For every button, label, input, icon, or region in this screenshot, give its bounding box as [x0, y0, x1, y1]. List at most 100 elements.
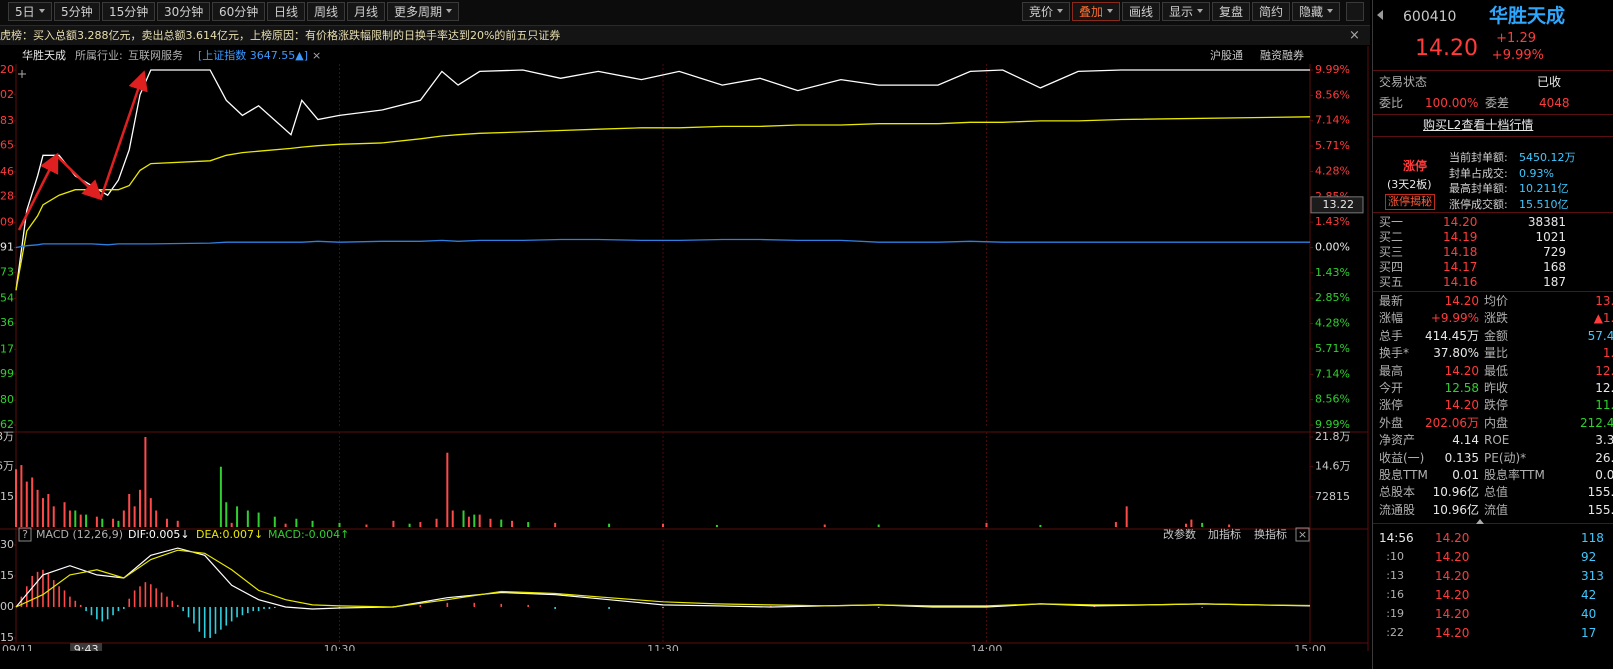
tick-volume: 92 — [1581, 550, 1597, 564]
tick-time: 14:56 — [1379, 531, 1414, 545]
tick-time: :19 — [1386, 607, 1404, 620]
stat-value: 10.96亿 — [1432, 485, 1479, 500]
period-button[interactable]: 月线 — [347, 2, 386, 21]
volume-bar — [273, 516, 276, 527]
tool-button[interactable]: 画线 — [1122, 2, 1161, 21]
bid-label: 买二 — [1379, 230, 1404, 244]
period-button[interactable]: 30分钟 — [157, 2, 211, 21]
y2-tick-label: 1.43% — [1315, 215, 1350, 228]
volume-bar — [408, 523, 411, 527]
bid-price: 14.17 — [1443, 260, 1478, 274]
volume-bar — [144, 437, 147, 527]
stock-name: 华胜天成 — [1489, 5, 1566, 27]
volume-bar — [877, 524, 880, 527]
stat-value: 12.58 — [1444, 381, 1479, 395]
stat-value: ▲1.2 — [1593, 311, 1613, 326]
stat-value: 12.5 — [1595, 363, 1613, 378]
stat-label: 均价 — [1484, 294, 1509, 308]
y-tick-label: 12.54 — [0, 291, 14, 304]
volume-bar — [365, 524, 368, 527]
volume-bar — [311, 520, 314, 527]
fullscreen-icon[interactable] — [1346, 2, 1364, 21]
y-tick-label: 72815 — [0, 490, 14, 503]
volume-bar — [36, 489, 39, 527]
indicator-close — [1295, 527, 1310, 542]
volume-bar — [128, 493, 131, 527]
tool-button[interactable]: 复盘 — [1212, 2, 1251, 21]
y-tick-label: 13.46 — [0, 165, 14, 178]
limit-up-button[interactable]: 涨停揭秘 — [1385, 194, 1435, 210]
y-tick-label: 14.6万 — [0, 460, 14, 473]
background — [0, 0, 1370, 651]
stat-label: 净资产 — [1379, 433, 1416, 448]
period-button[interactable]: 5分钟 — [54, 2, 100, 21]
y-tick-label: 12.36 — [0, 316, 14, 329]
volume-bar — [284, 523, 287, 527]
stock-code: 600410 — [1403, 9, 1457, 25]
help-icon-text: ? — [22, 528, 28, 541]
industry-label: 所属行业: — [75, 49, 123, 62]
period-button[interactable]: 日线 — [267, 2, 306, 21]
stat-value: 0.05 — [1595, 468, 1613, 482]
price-change-pct: +9.99% — [1491, 48, 1544, 63]
y2-tick-label: 4.28% — [1315, 317, 1350, 330]
period-button[interactable]: 更多周期 — [387, 2, 460, 21]
limit-up-label: 当前封单额: — [1449, 151, 1508, 164]
volume-bar — [295, 518, 298, 527]
indicator-value: MACD:-0.004↑ — [268, 528, 349, 541]
stat-label: PE(动)* — [1484, 450, 1527, 465]
tool-button[interactable]: 显示 — [1162, 2, 1211, 21]
y-tick-label: 13.28 — [0, 190, 14, 203]
stat-label: 涨幅 — [1379, 311, 1404, 326]
period-button[interactable]: 15分钟 — [102, 2, 156, 21]
stat-value: 4.14 — [1452, 433, 1479, 448]
stat-value: 14.20 — [1444, 294, 1479, 308]
volume-bar — [392, 520, 395, 527]
tick-volume: 118 — [1581, 531, 1604, 545]
y2-tick-label: 7.14% — [1315, 367, 1350, 380]
y-tick-label: 13.09 — [0, 216, 14, 229]
close-overlay: × — [312, 49, 321, 62]
stat-label: 收益(一) — [1379, 450, 1425, 465]
stat-label: 总手 — [1379, 328, 1404, 343]
stat-label: 金额 — [1484, 328, 1509, 343]
period-button[interactable]: 周线 — [307, 2, 346, 21]
volume-bar — [63, 502, 66, 527]
x-tick-label: 09/11 — [2, 643, 34, 651]
tool-button[interactable]: 叠加 — [1072, 2, 1121, 21]
stat-label: 最新 — [1379, 294, 1404, 308]
limit-up-title: 涨停 — [1403, 159, 1428, 173]
bid-label: 买四 — [1379, 260, 1404, 274]
stat-value: 10.96亿 — [1432, 502, 1479, 517]
tick-price: 14.20 — [1435, 626, 1470, 640]
status-label: 交易状态 — [1379, 75, 1428, 89]
tool-button[interactable]: 竞价 — [1022, 2, 1071, 21]
volume-bar — [101, 518, 104, 527]
y-tick-label: 11.99 — [0, 367, 14, 380]
stat-label: 内盘 — [1484, 415, 1509, 430]
volume-bar — [985, 522, 988, 527]
tick-volume: 42 — [1581, 588, 1597, 602]
tool-button[interactable]: 隐藏 — [1292, 2, 1341, 21]
y2-tick-label: 8.56% — [1315, 88, 1350, 101]
tool-button[interactable]: 简约 — [1252, 2, 1291, 21]
stat-value: 37.80% — [1433, 346, 1479, 361]
y-tick-label: 12.73 — [0, 265, 14, 278]
volume-bar — [451, 510, 454, 527]
scroll-arrow[interactable] — [1476, 519, 1484, 524]
period-button[interactable]: 60分钟 — [212, 2, 266, 21]
volume-bar — [1190, 519, 1193, 527]
close-button[interactable]: × — [1349, 28, 1360, 43]
limit-up-label: 涨停成交额: — [1449, 197, 1508, 211]
volume-bar — [1114, 522, 1117, 527]
period-button[interactable]: 5日 — [8, 2, 52, 21]
l2-link[interactable]: 购买L2查看十档行情 — [1423, 118, 1534, 132]
stat-value: 14.20 — [1444, 398, 1479, 413]
collapse-arrow[interactable] — [1377, 10, 1383, 20]
y-tick-label: 0.00 — [0, 600, 14, 613]
y2-tick-label: 21.8万 — [1315, 430, 1351, 443]
arrow — [99, 70, 148, 199]
header-link: 沪股通 — [1210, 48, 1243, 62]
ratio: 100.00% — [1425, 96, 1479, 110]
